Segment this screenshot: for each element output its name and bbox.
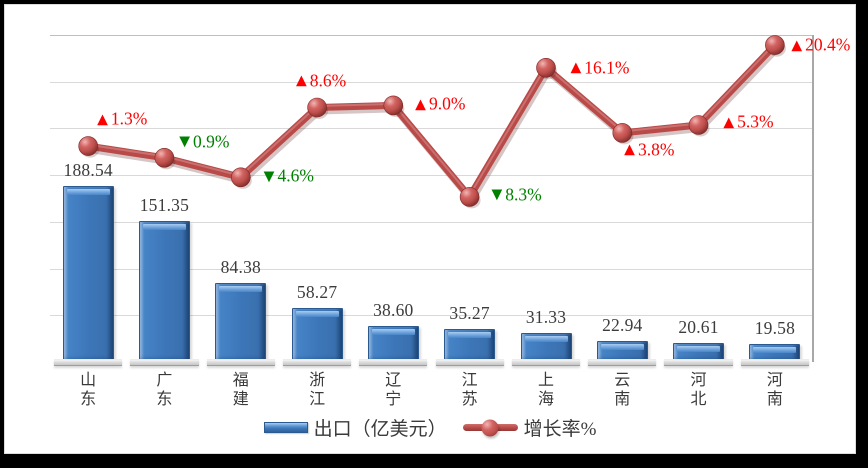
growth-value: 9.0% xyxy=(428,93,466,114)
axis-floor-segment xyxy=(206,359,275,366)
down-triangle-icon: ▼ xyxy=(491,186,503,203)
category-label: 福 建 xyxy=(232,372,249,408)
axis-floor-segment xyxy=(740,359,809,366)
growth-line-highlight xyxy=(87,42,776,197)
growth-value: 20.4% xyxy=(805,34,851,55)
category-label: 河 南 xyxy=(766,372,783,408)
axis-floor-segment xyxy=(282,359,352,366)
bar[interactable] xyxy=(444,329,496,363)
line-marker[interactable] xyxy=(307,97,327,118)
line-marker[interactable] xyxy=(688,115,709,135)
category-label: 山 东 xyxy=(80,372,97,408)
legend-item-growth[interactable]: 增长率% xyxy=(462,414,597,441)
growth-label: ▲ 1.3% xyxy=(97,109,147,130)
growth-value: 0.9% xyxy=(193,131,230,152)
axis-floor-segment xyxy=(664,359,733,366)
bar-value-label: 38.60 xyxy=(373,299,414,320)
line-marker[interactable] xyxy=(78,136,98,156)
bar-value-label: 19.58 xyxy=(754,317,796,338)
bar-value-label: 20.61 xyxy=(678,316,719,337)
down-triangle-icon: ▼ xyxy=(263,168,275,185)
bar[interactable] xyxy=(62,185,114,363)
axis-floor-segment xyxy=(511,359,581,366)
bar[interactable] xyxy=(215,283,267,363)
axis-floor-segment xyxy=(130,359,199,366)
bar-series-swatch-icon xyxy=(263,422,308,433)
bar[interactable] xyxy=(367,325,419,363)
axis-floor-segment xyxy=(588,359,657,366)
up-triangle-icon: ▲ xyxy=(415,96,426,113)
category-label: 河 北 xyxy=(690,372,707,408)
gridline xyxy=(50,81,813,83)
category-label: 江 苏 xyxy=(461,372,478,408)
up-triangle-icon: ▲ xyxy=(723,114,735,130)
line-series-swatch-icon xyxy=(462,419,518,436)
category-label: 浙 江 xyxy=(309,372,326,408)
growth-line-layer xyxy=(78,35,786,209)
growth-value: 8.6% xyxy=(309,70,347,90)
line-marker[interactable] xyxy=(612,123,633,143)
growth-label: ▼ 4.6% xyxy=(264,166,314,187)
axis-floor-segment xyxy=(359,359,428,366)
gridline xyxy=(50,221,813,223)
bar[interactable] xyxy=(520,332,572,363)
bar-value-label: 35.27 xyxy=(449,303,490,323)
axis-floor-segment xyxy=(435,359,504,366)
growth-label: ▲ 9.0% xyxy=(415,94,465,115)
growth-label: ▲ 3.8% xyxy=(624,139,674,160)
category-label: 广 东 xyxy=(156,372,173,408)
gridline xyxy=(50,315,813,317)
up-triangle-icon: ▲ xyxy=(791,37,803,54)
up-triangle-icon: ▲ xyxy=(97,111,108,128)
up-triangle-icon: ▲ xyxy=(570,59,582,76)
growth-label: ▲ 16.1% xyxy=(571,57,630,78)
growth-value: 5.3% xyxy=(737,111,774,132)
growth-value: 16.1% xyxy=(584,57,630,78)
growth-label: ▼ 8.3% xyxy=(491,184,541,205)
axis-floor-segment xyxy=(54,359,123,366)
line-marker[interactable] xyxy=(383,95,404,116)
category-label: 云 南 xyxy=(614,372,631,408)
line-marker[interactable] xyxy=(536,57,556,78)
legend: 出口（亿美元） 增长率% xyxy=(5,414,855,441)
bar-value-label: 31.33 xyxy=(525,306,567,327)
bar-value-label: 84.38 xyxy=(220,257,261,278)
growth-value: 3.8% xyxy=(637,139,675,160)
bar-value-label: 22.94 xyxy=(602,314,643,335)
secondary-axis-line xyxy=(812,35,814,362)
growth-value: 8.3% xyxy=(505,184,542,205)
line-marker[interactable] xyxy=(154,148,175,168)
bar[interactable] xyxy=(291,307,343,363)
gridline xyxy=(50,268,813,270)
category-label: 上 海 xyxy=(537,372,555,408)
gridline xyxy=(50,128,813,130)
bar-value-label: 58.27 xyxy=(296,281,338,302)
legend-label-growth: 增长率% xyxy=(523,419,597,440)
growth-line[interactable] xyxy=(84,41,779,201)
growth-label: ▼ 0.9% xyxy=(179,131,229,152)
line-marker[interactable] xyxy=(231,167,251,188)
up-triangle-icon: ▲ xyxy=(295,72,307,89)
up-triangle-icon: ▲ xyxy=(624,141,635,158)
line-marker[interactable] xyxy=(459,187,480,207)
growth-label: ▲ 8.6% xyxy=(296,70,346,91)
growth-label: ▲ 5.3% xyxy=(723,112,773,133)
plot-top-border xyxy=(50,35,813,36)
bar-value-label: 151.35 xyxy=(139,194,190,215)
line-marker[interactable] xyxy=(765,35,785,55)
bar-value-label: 188.54 xyxy=(63,159,113,180)
gridline xyxy=(50,175,813,177)
growth-value: 4.6% xyxy=(277,165,314,186)
growth-label: ▲ 20.4% xyxy=(791,35,850,56)
chart-canvas: 出口（亿美元） 增长率% 188.54 山 东 151.35 广 东 84.38 福 建 5… xyxy=(4,4,856,454)
category-label: 辽 宁 xyxy=(385,372,402,408)
growth-value: 1.3% xyxy=(110,108,148,129)
legend-item-export[interactable]: 出口（亿美元） xyxy=(263,414,447,441)
legend-label-export: 出口（亿美元） xyxy=(313,419,447,440)
down-triangle-icon: ▼ xyxy=(179,133,191,150)
